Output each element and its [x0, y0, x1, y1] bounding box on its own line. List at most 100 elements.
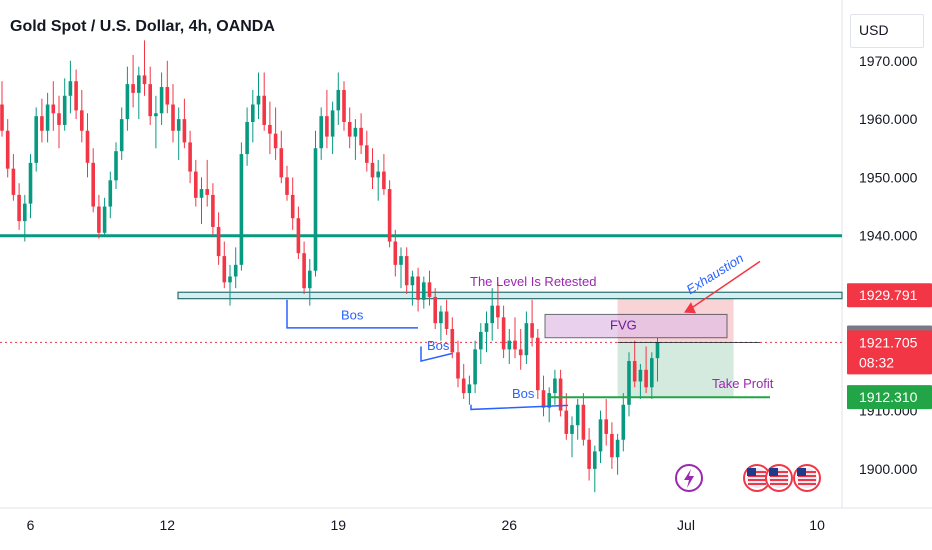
candle-body: [62, 95, 67, 125]
candle-body: [74, 81, 78, 111]
candle-body: [279, 148, 284, 178]
candle-body: [501, 317, 506, 350]
candle-body: [205, 189, 209, 195]
candle-body: [655, 342, 660, 359]
candle-body: [216, 226, 221, 257]
candle-body: [336, 89, 341, 111]
candle-body: [564, 410, 569, 434]
candle-body: [484, 323, 489, 332]
price-tick-label: 1900.000: [859, 461, 918, 477]
candle-body: [97, 206, 101, 233]
candle-body: [85, 130, 90, 163]
candle-body: [632, 361, 637, 382]
bos-label: Bos: [341, 308, 364, 323]
bos-line-3: [470, 404, 569, 411]
candle-body: [456, 352, 460, 379]
flag-canton: [747, 468, 756, 476]
candle-body: [302, 253, 306, 289]
candle-body: [547, 393, 551, 408]
candle-body: [650, 358, 654, 388]
countdown-label: 08:32: [859, 354, 894, 370]
candle-body: [296, 218, 301, 254]
price-tag: [847, 330, 932, 375]
candle-body: [536, 337, 540, 391]
candle-body: [239, 154, 244, 265]
candle-body: [285, 177, 289, 195]
candle-body: [148, 84, 152, 117]
bos-label: Bos: [427, 338, 450, 353]
time-tick-label: 10: [809, 517, 825, 533]
candle-body: [137, 75, 141, 93]
candle-body: [290, 194, 295, 219]
exhaustion-arrowhead: [684, 302, 696, 314]
candle-body: [5, 130, 10, 169]
candle-body: [171, 104, 175, 131]
flag-canton: [769, 468, 778, 476]
candle-body: [490, 305, 494, 324]
candle-body: [233, 264, 238, 277]
candle-body: [108, 180, 113, 207]
candle-body: [80, 110, 84, 131]
chart-title: Gold Spot / U.S. Dollar, 4h, OANDA: [10, 18, 275, 35]
time-tick-label: 6: [27, 517, 35, 533]
candle-body: [530, 323, 534, 338]
candle-body: [479, 331, 483, 350]
candle-body: [245, 122, 249, 155]
candle-body: [387, 189, 392, 242]
candle-body: [262, 95, 266, 125]
candle-body: [359, 127, 363, 146]
exhaustion-arrow: [687, 260, 761, 311]
candle-body: [370, 162, 375, 178]
candle-body: [570, 425, 574, 434]
candle-body: [353, 127, 358, 137]
candle-body: [273, 133, 278, 149]
lightning-glyph: [684, 469, 694, 488]
candle-body: [159, 87, 164, 114]
candle-body: [610, 433, 614, 458]
flag-canton: [797, 468, 806, 476]
candle-body: [313, 148, 318, 271]
candle-body: [450, 328, 455, 353]
candle-body: [416, 276, 420, 300]
candle-body: [524, 323, 529, 356]
candle-body: [518, 349, 523, 356]
currency-selector[interactable]: USD: [850, 14, 924, 48]
candle-body: [427, 282, 432, 297]
bos-line-2: [420, 346, 453, 363]
candle-body: [399, 256, 403, 265]
candle-body: [410, 276, 415, 286]
candle-body: [593, 451, 597, 469]
candle-body: [496, 305, 500, 318]
candle-body: [604, 419, 608, 434]
price-tick-label: 1940.000: [859, 228, 918, 244]
candle-body: [587, 439, 591, 469]
retest-label: The Level Is Retested: [470, 274, 596, 289]
candle-body: [444, 311, 449, 329]
price-tag-label: 1921.705: [859, 334, 918, 350]
candle-body: [644, 369, 648, 388]
candle-body: [34, 116, 38, 163]
fvg-label: FVG: [610, 318, 637, 333]
candle-body: [330, 110, 335, 137]
price-tag: [847, 385, 932, 410]
time-tick-label: Jul: [677, 517, 695, 533]
candle-body: [194, 171, 198, 198]
candle-body: [11, 168, 16, 195]
candle-body: [45, 104, 50, 131]
candle-body: [142, 75, 147, 85]
candle-body: [182, 119, 187, 143]
candle-body: [347, 122, 352, 137]
candle-body: [541, 390, 546, 408]
price-tag-label: 1929.791: [859, 287, 918, 303]
candle-body: [319, 116, 323, 149]
candle-body: [473, 349, 477, 385]
candle-body: [439, 311, 443, 324]
bos-line-1: [286, 299, 418, 329]
candle-body: [23, 203, 27, 222]
candle-body: [393, 241, 398, 265]
candle-body: [188, 142, 192, 172]
candle-body: [68, 81, 73, 96]
fvg-zone: [544, 313, 728, 339]
